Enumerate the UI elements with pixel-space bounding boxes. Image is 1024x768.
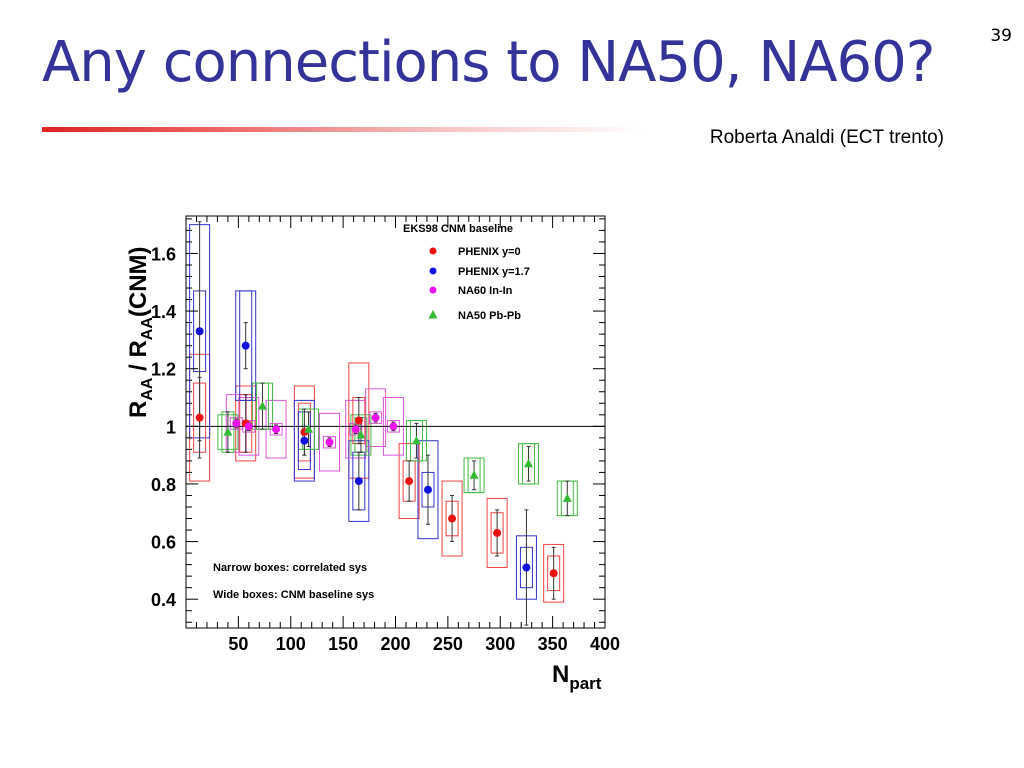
data-point-triangle [562,493,572,502]
correlated-box [323,435,337,449]
chart-legend: EKS98 CNM baseline PHENIX y=0 PHENIX y=1.7… [213,223,530,601]
x-tick-label: 150 [328,634,358,654]
cnm-box [319,412,341,472]
slide-title: Any connections to NA50, NA60? [42,30,936,95]
legend-marker [429,247,437,255]
data-point-triangle [304,424,314,433]
y-tick-label: 1.6 [151,244,176,264]
data-point [195,327,204,336]
data-point [325,438,334,447]
y-tick-label: 0.4 [151,590,176,610]
legend-marker-triangle [428,310,438,319]
y-axis-title: RAA / RAA(CNM) [125,246,156,418]
x-tick-label: 50 [228,634,248,654]
data-point [195,413,204,422]
legend-label: NA60 In-In [458,285,513,297]
data-point [244,422,253,431]
legend-label: PHENIX y=0 [458,246,521,258]
correlated-box [369,411,383,424]
cnm-box [486,497,508,568]
y-tick-label: 1.4 [151,302,176,322]
data-point-triangle [469,470,479,479]
cnm-box [398,443,420,520]
data-point [232,419,241,428]
data-point [522,563,531,572]
legend-label: NA50 Pb-Pb [458,310,521,322]
data-point [493,528,502,537]
x-tick-label: 400 [590,634,620,654]
x-tick-label: 200 [380,634,410,654]
data-point [300,436,309,445]
data-point [354,416,363,425]
data-point [351,425,360,434]
x-axis-title: Npart [552,661,602,693]
data-point [272,425,281,434]
cnm-box [543,543,565,603]
legend-marker [429,267,437,275]
data-point-triangle [411,435,421,445]
y-tick-label: 1.2 [151,360,176,380]
title-underline [42,127,642,132]
cnm-baseline-boxes [189,224,578,603]
data-point-triangle [524,458,534,468]
x-tick-label: 100 [276,634,306,654]
y-tick-label: 1 [166,417,176,437]
author-credit: Roberta Analdi (ECT trento) [709,127,944,148]
axis-ticks [186,216,606,628]
data-point [448,514,457,523]
annotation-narrow-boxes: Narrow boxes: correlated sys [213,562,367,574]
data-point [423,485,432,494]
data-point-triangle [257,401,267,410]
data-point [354,477,363,486]
data-point-triangle [223,427,233,436]
cnm-box [417,440,439,540]
annotation-wide-boxes: Wide boxes: CNM baseline sys [213,589,374,601]
correlated-box [349,422,363,436]
slide-number: 39 [990,26,1012,46]
data-markers [195,327,572,578]
data-point [405,477,414,486]
data-point [241,341,250,350]
correlated-box [522,443,536,485]
legend-label: PHENIX y=1.7 [458,266,530,278]
data-point [371,413,380,422]
correlated-box [467,457,481,494]
x-tick-label: 300 [485,634,515,654]
correlated-box [409,420,423,462]
legend-title: EKS98 CNM baseline [403,223,513,235]
axis-labels: 50 100 150 200 250 300 350 400 0.4 0.6 0.8 1 1.2 1.4 1… [125,244,620,693]
y-tick-label: 0.8 [151,475,176,495]
x-tick-label: 350 [538,634,568,654]
cnm-box [441,480,463,557]
y-tick-label: 0.6 [151,533,176,553]
legend-marker [429,286,437,294]
x-tick-label: 250 [433,634,463,654]
data-point [549,569,558,578]
data-point [389,422,398,431]
data-point-triangle [356,429,366,439]
correlated-box [269,422,283,436]
